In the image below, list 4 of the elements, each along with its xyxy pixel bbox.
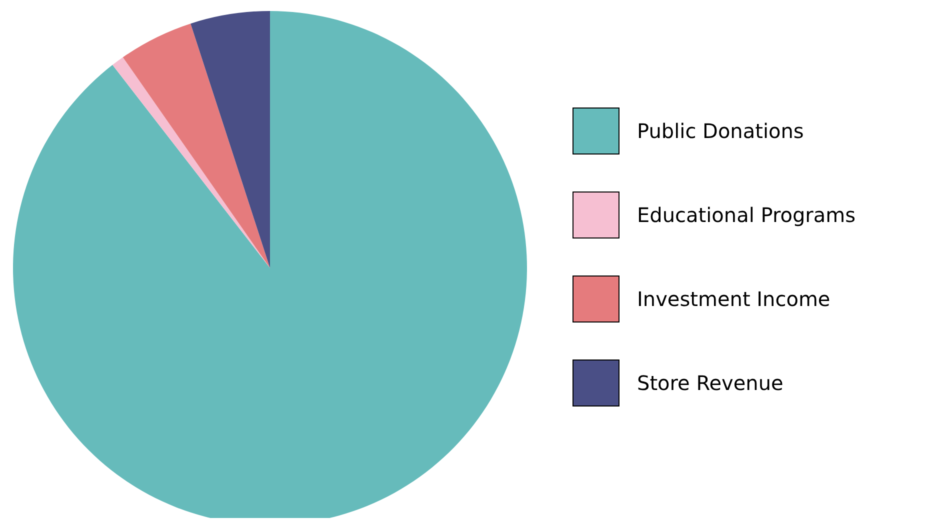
legend-label: Public Donations — [637, 119, 804, 143]
legend-label: Store Revenue — [637, 371, 784, 395]
legend-label: Investment Income — [637, 287, 830, 311]
legend-label: Educational Programs — [637, 203, 856, 227]
